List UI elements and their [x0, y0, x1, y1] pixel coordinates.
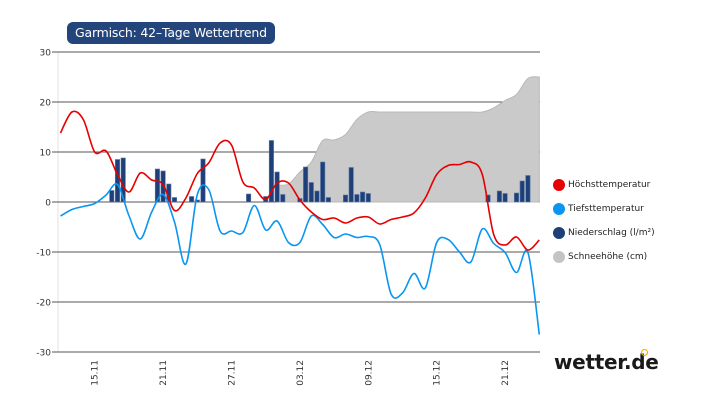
legend-dot-icon [553, 179, 565, 191]
precipitation-bar [274, 171, 280, 203]
precipitation-bar [308, 182, 314, 203]
precipitation-bar [354, 194, 360, 203]
legend-dot-icon [553, 203, 565, 215]
y-tick-label: -10 [36, 249, 51, 259]
logo-dot-icon [641, 349, 648, 356]
x-tick-label: 27.11 [228, 360, 238, 386]
y-tick-label: 10 [40, 149, 52, 159]
precipitation-bar [172, 197, 178, 203]
x-tick-label: 21.11 [159, 360, 169, 386]
precipitation-bar [525, 175, 531, 203]
precipitation-bar [280, 194, 286, 203]
precipitation-bar [200, 158, 206, 203]
x-tick-label: 15.12 [433, 360, 443, 386]
y-tick-label: -20 [36, 299, 51, 309]
precipitation-bar [189, 196, 195, 203]
legend-label: Tiefsttemperatur [568, 204, 644, 214]
x-tick-label: 03.12 [296, 360, 306, 386]
legend-dot-icon [553, 251, 565, 263]
precipitation-bar [342, 194, 348, 203]
precipitation-bar [519, 180, 525, 203]
y-tick-label: 30 [40, 49, 52, 59]
chart-title: Garmisch: 42–Tage Wettertrend [67, 22, 275, 44]
precipitation-bar [496, 190, 502, 203]
precipitation-bar [246, 193, 252, 203]
x-tick-label: 09.12 [364, 360, 374, 386]
precipitation-bar [314, 190, 320, 203]
x-tick-label: 15.11 [91, 360, 101, 386]
legend-dot-icon [553, 227, 565, 239]
precipitation-bar [325, 197, 331, 203]
precipitation-bar [109, 190, 115, 203]
precipitation-bar [502, 193, 508, 203]
x-tick-label: 21.12 [501, 360, 511, 386]
legend-item-min-temp[interactable]: Tiefsttemperatur [553, 197, 655, 221]
precipitation-bars [109, 140, 531, 203]
x-axis-labels: 15.11 21.11 27.11 03.12 09.12 15.12 21.12 [91, 360, 511, 386]
legend: Höchsttemperatur Tiefsttemperatur Nieder… [553, 173, 655, 269]
legend-item-max-temp[interactable]: Höchsttemperatur [553, 173, 655, 197]
y-tick-label: 0 [45, 199, 51, 209]
y-tick-label: 20 [40, 99, 52, 109]
precipitation-bar [268, 140, 274, 203]
legend-label: Schneehöhe (cm) [568, 252, 648, 262]
max-temperature-line [59, 110, 540, 251]
precipitation-bar [115, 159, 121, 203]
precipitation-bar [513, 192, 519, 203]
precipitation-bar [320, 161, 326, 203]
y-tick-label: -30 [36, 349, 51, 359]
precipitation-bar [365, 193, 371, 203]
temperature-lines [59, 110, 541, 335]
precipitation-bar [348, 167, 354, 203]
precipitation-bar [160, 170, 166, 203]
legend-item-precipitation[interactable]: Niederschlag (l/m²) [553, 221, 655, 245]
y-axis-labels: 30 20 10 0 -10 -20 -30 [36, 49, 51, 359]
precipitation-bar [154, 168, 160, 203]
snow-depth-area [276, 76, 540, 203]
snow-area-layer [276, 76, 540, 203]
precipitation-bar [360, 191, 366, 203]
precipitation-bar [303, 166, 309, 203]
legend-label: Höchsttemperatur [568, 180, 651, 190]
min-temperature-line [60, 183, 541, 335]
legend-label: Niederschlag (l/m²) [568, 228, 655, 238]
legend-item-snow-depth[interactable]: Schneehöhe (cm) [553, 245, 655, 269]
